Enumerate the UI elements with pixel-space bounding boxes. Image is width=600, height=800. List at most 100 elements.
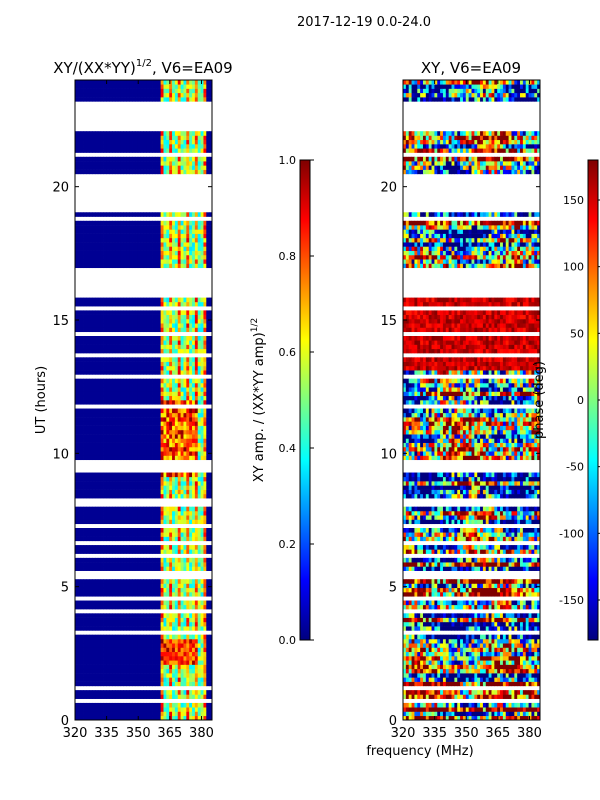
heat-cell-amplitude	[112, 237, 116, 243]
heat-cell-amplitude	[177, 510, 181, 516]
heat-cell-amplitude	[174, 97, 179, 102]
heat-cell-amplitude	[172, 536, 176, 542]
heat-cell-amplitude	[140, 233, 144, 239]
heat-cell-amplitude	[112, 344, 116, 350]
heat-cell-amplitude	[123, 715, 127, 720]
heat-cell-amplitude	[92, 88, 96, 94]
heat-cell-amplitude	[189, 592, 193, 597]
heat-cell-amplitude	[169, 323, 173, 328]
heat-cell-amplitude	[134, 408, 139, 414]
heat-cell-amplitude	[192, 361, 196, 367]
heat-cell-amplitude	[120, 455, 124, 461]
heat-cell-amplitude	[149, 425, 153, 431]
heat-cell-amplitude	[140, 638, 144, 644]
heat-cell-amplitude	[146, 715, 150, 720]
heat-cell-amplitude	[200, 246, 204, 251]
heat-cell-amplitude	[100, 668, 104, 674]
heat-cell-amplitude	[189, 442, 193, 448]
heat-cell-amplitude	[174, 532, 179, 537]
heat-cell-amplitude	[163, 84, 167, 89]
heat-cell-amplitude	[192, 617, 196, 623]
heat-cell-amplitude	[80, 88, 84, 94]
heat-cell-amplitude	[166, 600, 170, 606]
heat-cell-amplitude	[163, 340, 167, 345]
heat-cell-amplitude	[203, 690, 207, 695]
heat-cell-amplitude	[157, 536, 162, 542]
heat-cell-amplitude	[194, 446, 199, 452]
heat-cell-amplitude	[149, 327, 153, 333]
heat-cell-amplitude	[189, 446, 193, 452]
heat-cell-amplitude	[209, 220, 212, 226]
heat-cell-amplitude	[83, 391, 87, 397]
heat-cell-amplitude	[200, 391, 204, 397]
heat-cell-amplitude	[112, 318, 116, 324]
heat-cell-amplitude	[114, 592, 119, 597]
heat-cell-amplitude	[146, 297, 150, 303]
heat-cell-amplitude	[163, 378, 167, 384]
heat-cell-amplitude	[192, 545, 196, 550]
heat-cell-amplitude	[189, 634, 193, 640]
heat-cell-amplitude	[166, 220, 170, 226]
heat-cell-amplitude	[123, 515, 127, 520]
heat-cell-amplitude	[129, 318, 133, 324]
heat-cell-amplitude	[120, 131, 124, 136]
heat-cell-amplitude	[154, 481, 159, 486]
heat-cell-amplitude	[163, 472, 167, 478]
heat-cell-amplitude	[120, 263, 124, 269]
heat-cell-amplitude	[149, 344, 153, 350]
heat-cell-amplitude	[140, 92, 144, 98]
heat-cell-amplitude	[183, 408, 187, 414]
heat-cell-amplitude	[203, 434, 207, 439]
heat-cell-amplitude	[134, 297, 139, 303]
heat-cell-amplitude	[177, 476, 181, 482]
heat-cell-amplitude	[134, 617, 139, 623]
heat-cell-amplitude	[146, 425, 150, 431]
heat-cell-amplitude	[183, 370, 187, 375]
heat-cell-amplitude	[186, 220, 190, 226]
heat-cell-amplitude	[169, 634, 173, 640]
heat-cell-amplitude	[172, 681, 176, 687]
heat-cell-amplitude	[166, 472, 170, 478]
heat-cell-amplitude	[94, 673, 99, 678]
heat-cell-amplitude	[97, 600, 102, 606]
heat-cell-amplitude	[166, 528, 170, 533]
heat-cell-amplitude	[174, 408, 179, 414]
heat-cell-amplitude	[114, 690, 119, 695]
heat-cell-amplitude	[157, 557, 162, 563]
heat-cell-amplitude	[157, 421, 162, 426]
heat-cell-amplitude	[149, 481, 153, 486]
heat-cell-amplitude	[106, 664, 110, 670]
heat-cell-amplitude	[186, 587, 190, 593]
heat-cell-amplitude	[209, 702, 212, 708]
heat-cell-amplitude	[166, 237, 170, 243]
heat-cell-amplitude	[86, 237, 90, 243]
heat-cell-amplitude	[183, 690, 187, 695]
heat-cell-amplitude	[146, 412, 150, 418]
heat-cell-amplitude	[123, 378, 127, 384]
heat-cell-amplitude	[134, 318, 139, 324]
heat-cell-amplitude	[77, 446, 82, 452]
heat-cell-amplitude	[186, 139, 190, 145]
heat-cell-amplitude	[163, 617, 167, 623]
heat-cell-amplitude	[189, 485, 193, 490]
heat-cell-amplitude	[194, 647, 199, 653]
heat-cell-amplitude	[123, 84, 127, 89]
heat-cell-amplitude	[149, 378, 153, 384]
heat-cell-amplitude	[103, 715, 107, 720]
heat-cell-amplitude	[94, 161, 99, 166]
heat-cell-amplitude	[140, 421, 144, 426]
heat-cell-amplitude	[154, 510, 159, 516]
heat-cell-amplitude	[154, 263, 159, 269]
heat-cell-amplitude	[194, 711, 199, 717]
heat-cell-amplitude	[137, 557, 142, 563]
heat-cell-amplitude	[152, 579, 156, 584]
heat-cell-amplitude	[180, 97, 184, 102]
heat-cell-amplitude	[192, 681, 196, 687]
heat-cell-amplitude	[154, 681, 159, 687]
heat-cell-amplitude	[132, 604, 136, 610]
heat-cell-amplitude	[140, 579, 144, 584]
heat-cell-amplitude	[140, 229, 144, 234]
heat-cell-amplitude	[183, 229, 187, 234]
heat-cell-amplitude	[114, 88, 119, 94]
heat-cell-amplitude	[75, 250, 79, 256]
